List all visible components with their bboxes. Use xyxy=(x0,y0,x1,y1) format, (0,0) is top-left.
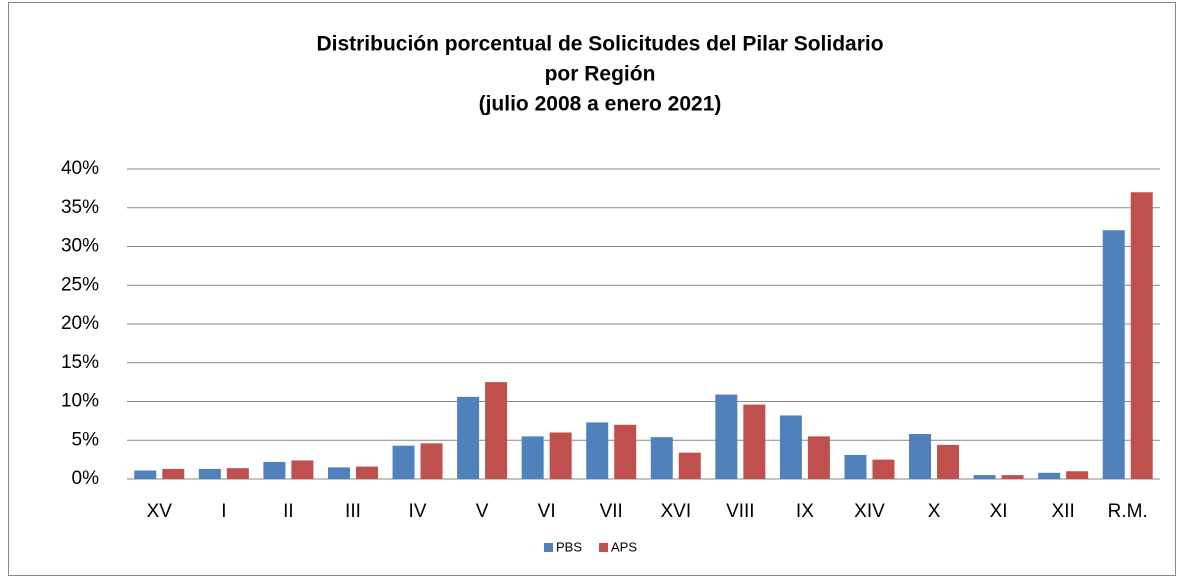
x-tick-label: VI xyxy=(538,501,556,522)
bar xyxy=(678,452,701,479)
x-tick-label: XV xyxy=(147,501,173,522)
bar xyxy=(1102,230,1125,479)
bar xyxy=(134,470,157,479)
y-tick-label: 5% xyxy=(72,429,100,450)
bar xyxy=(973,475,996,479)
legend-label: APS xyxy=(611,539,637,554)
bar xyxy=(420,443,443,479)
x-tick-label: I xyxy=(221,501,226,522)
bar xyxy=(291,460,314,479)
bar xyxy=(586,422,609,479)
x-tick-label: IV xyxy=(409,501,427,522)
x-tick-label: X xyxy=(928,501,941,522)
x-tick-label: III xyxy=(345,501,361,522)
x-tick-label: VII xyxy=(600,501,623,522)
bar xyxy=(485,382,508,479)
x-tick-label: XVI xyxy=(660,501,691,522)
bar xyxy=(1001,475,1024,479)
y-tick-label: 0% xyxy=(72,468,100,489)
legend-swatch xyxy=(544,543,553,552)
bar xyxy=(392,445,415,479)
x-tick-label: IX xyxy=(796,501,814,522)
bar xyxy=(909,434,932,479)
bar xyxy=(1066,471,1089,479)
x-tick-label: XII xyxy=(1052,501,1075,522)
y-tick-label: 10% xyxy=(61,391,99,412)
bar xyxy=(650,437,673,479)
x-tick-label: II xyxy=(283,501,294,522)
bar xyxy=(457,396,480,479)
y-tick-label: 25% xyxy=(61,274,99,295)
bar xyxy=(1130,192,1153,479)
x-tick-label: XIV xyxy=(854,501,885,522)
chart-title: por Región xyxy=(545,63,656,86)
bar xyxy=(521,436,544,479)
bar xyxy=(327,467,350,479)
bar xyxy=(872,459,895,479)
chart-title: (julio 2008 a enero 2021) xyxy=(479,93,722,116)
bar xyxy=(1038,472,1061,479)
bar xyxy=(715,394,738,479)
bar xyxy=(549,432,572,479)
x-tick-label: R.M. xyxy=(1108,501,1148,522)
y-tick-label: 30% xyxy=(61,236,99,257)
bar xyxy=(226,468,249,479)
bar xyxy=(779,415,802,479)
bar xyxy=(614,424,637,479)
bar xyxy=(263,461,286,479)
bar xyxy=(844,454,867,479)
x-tick-label: XI xyxy=(990,501,1008,522)
y-tick-label: 15% xyxy=(61,352,99,373)
legend-label: PBS xyxy=(556,539,582,554)
y-tick-label: 35% xyxy=(61,197,99,218)
x-tick-label: V xyxy=(476,501,489,522)
chart-title: Distribución porcentual de Solicitudes d… xyxy=(316,33,883,56)
legend-swatch xyxy=(599,543,608,552)
bar xyxy=(807,436,830,479)
chart-frame xyxy=(8,2,1176,576)
bar xyxy=(198,468,221,479)
x-tick-label: VIII xyxy=(726,501,755,522)
bar xyxy=(937,444,960,479)
bar xyxy=(355,466,378,479)
bar xyxy=(743,404,766,479)
y-tick-label: 40% xyxy=(61,158,99,179)
y-tick-label: 20% xyxy=(61,313,99,334)
bar xyxy=(162,468,185,479)
